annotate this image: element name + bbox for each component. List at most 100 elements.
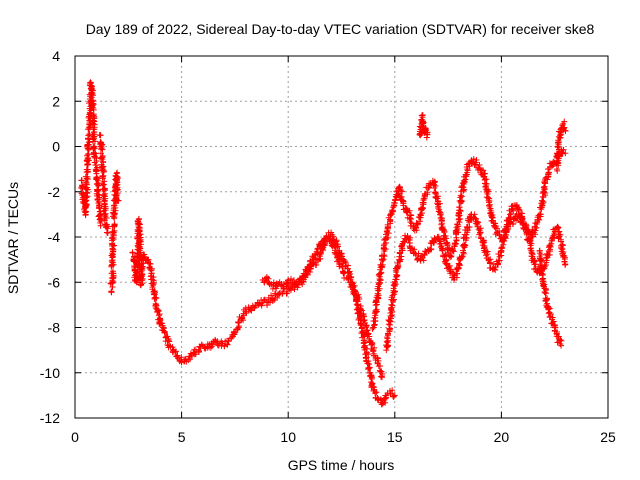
data-point [399,188,406,195]
data-point [147,265,154,272]
y-tick-label: -12 [40,410,60,426]
data-point [136,237,143,244]
data-point [391,392,398,399]
data-point [386,317,393,324]
data-point [391,281,398,288]
data-point [99,166,106,173]
data-point [110,229,117,236]
data-point [139,264,146,271]
data-point [424,189,431,196]
data-point [485,256,492,263]
data-point [377,270,384,277]
data-point [111,222,118,229]
data-point [457,197,464,204]
data-point [90,120,97,127]
data-point [419,111,426,118]
data-point [495,257,502,264]
data-point [360,310,367,317]
y-tick-label: -10 [40,365,60,381]
data-point [470,156,477,163]
data-point [476,161,483,168]
data-point [94,188,101,195]
data-point [461,178,468,185]
data-point [529,233,536,240]
data-point [383,338,390,345]
data-point [255,301,262,308]
data-point [361,313,368,320]
data-point [436,200,443,207]
data-point [420,195,427,202]
data-point [540,283,547,290]
data-point [461,241,468,248]
data-point [373,389,380,396]
data-point [148,270,155,277]
data-point [536,258,543,265]
data-point [406,240,413,247]
data-point [135,238,142,245]
data-point [299,281,306,288]
data-point [392,197,399,204]
data-point [365,330,372,337]
data-point [382,245,389,252]
data-point [374,359,381,366]
data-point [417,211,424,218]
data-point [441,228,448,235]
data-point [374,285,381,292]
data-point [528,249,535,256]
data-point [364,360,371,367]
data-point [474,221,481,228]
data-point [389,207,396,214]
data-point [313,248,320,255]
data-point [104,230,111,237]
data-point [484,251,491,258]
data-point [96,131,103,138]
data-point [370,317,377,324]
data-point [161,329,168,336]
data-point [113,192,120,199]
data-point [97,222,104,229]
data-point [317,241,324,248]
data-point [368,374,375,381]
data-point [416,218,423,225]
data-point [81,198,88,205]
data-point [540,198,547,205]
data-point [462,171,469,178]
series-segment-7 [383,202,569,354]
data-point [456,262,463,269]
data-point [554,223,561,230]
data-point [240,317,247,324]
data-point [457,207,464,214]
data-point [108,258,115,265]
y-tick-label: -2 [48,184,61,200]
data-point [88,94,95,101]
data-point [350,282,357,289]
data-point [172,348,179,355]
data-point [398,253,405,260]
data-point [552,324,559,331]
data-point [379,374,386,381]
data-point [304,271,311,278]
data-point [91,159,98,166]
data-point [397,256,404,263]
data-point [159,320,166,327]
data-point [137,241,144,248]
data-point [99,180,106,187]
data-point [486,203,493,210]
data-point [354,298,361,305]
data-point [108,289,115,296]
data-point [114,197,121,204]
data-point [109,234,116,241]
data-point [84,142,91,149]
data-point [357,320,364,327]
data-point [389,387,396,394]
data-point [492,264,499,271]
series-segment-3 [107,169,122,296]
data-point [85,146,92,153]
data-point [310,259,317,266]
series-segment-8 [416,111,431,141]
data-point [258,302,265,309]
data-point [109,228,116,235]
data-point [428,245,435,252]
x-tick-label: 25 [600,429,616,445]
data-point [406,207,413,214]
